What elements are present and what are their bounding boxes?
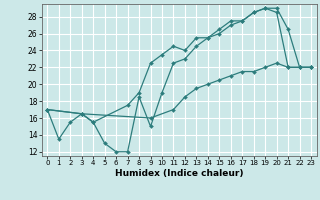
X-axis label: Humidex (Indice chaleur): Humidex (Indice chaleur) [115, 169, 244, 178]
